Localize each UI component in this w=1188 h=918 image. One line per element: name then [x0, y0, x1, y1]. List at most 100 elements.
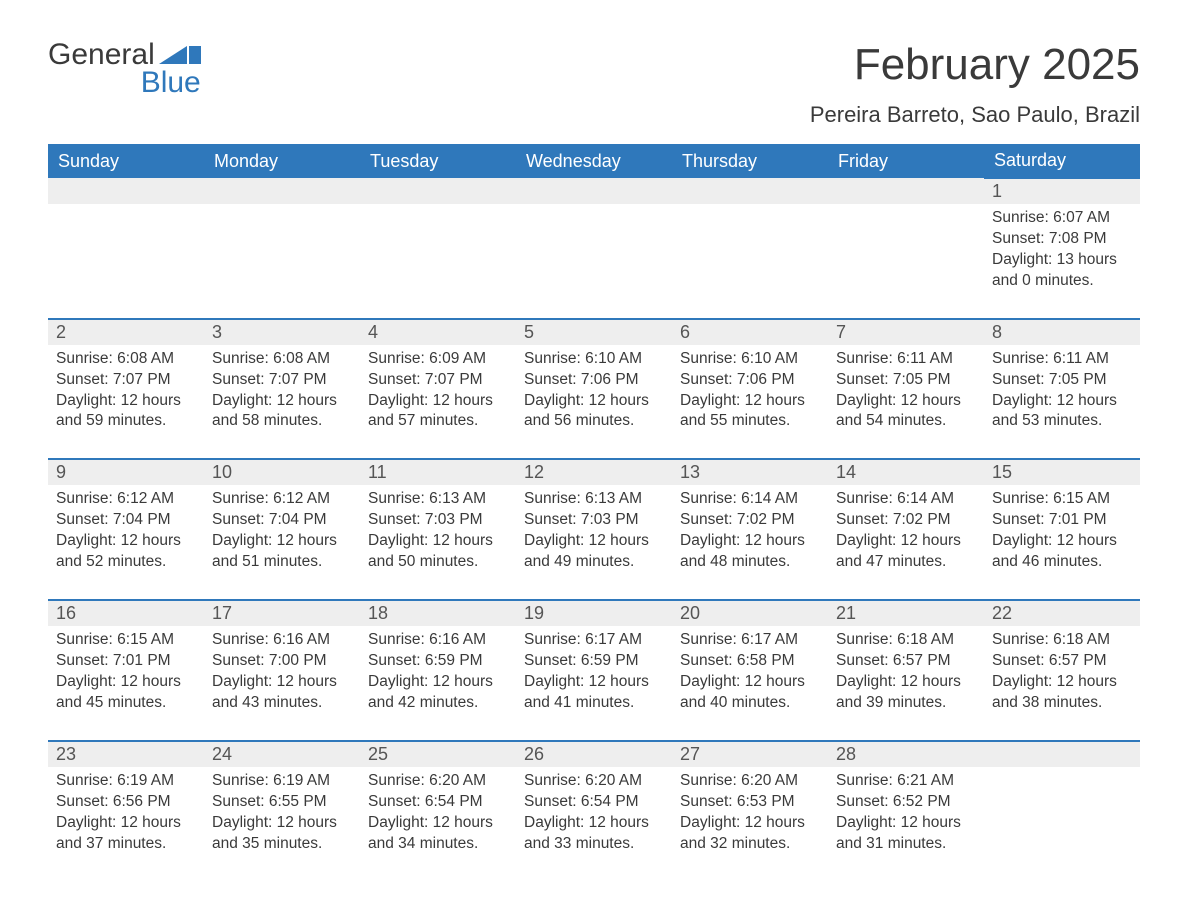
daylight-text: and 57 minutes.	[368, 411, 508, 432]
daylight-text: Daylight: 12 hours	[212, 531, 352, 552]
day-detail-cell: Sunrise: 6:21 AMSunset: 6:52 PMDaylight:…	[828, 767, 984, 865]
day-detail-cell	[48, 204, 204, 319]
day-detail-cell: Sunrise: 6:18 AMSunset: 6:57 PMDaylight:…	[984, 626, 1140, 741]
sunrise-text: Sunrise: 6:15 AM	[56, 630, 196, 651]
flag-icon	[159, 46, 201, 68]
day-detail-cell: Sunrise: 6:17 AMSunset: 6:58 PMDaylight:…	[672, 626, 828, 741]
daylight-text: and 49 minutes.	[524, 552, 664, 573]
daylight-text: Daylight: 12 hours	[992, 531, 1132, 552]
sunset-text: Sunset: 7:05 PM	[836, 370, 976, 391]
day-number-cell: 28	[828, 741, 984, 767]
daylight-text: and 54 minutes.	[836, 411, 976, 432]
day-number: 2	[56, 322, 66, 342]
day-number-cell	[828, 178, 984, 204]
day-number-row: 9101112131415	[48, 459, 1140, 485]
sunset-text: Sunset: 6:52 PM	[836, 792, 976, 813]
day-number-row: 1	[48, 178, 1140, 204]
day-number-cell: 14	[828, 459, 984, 485]
day-number: 10	[212, 462, 232, 482]
daylight-text: and 51 minutes.	[212, 552, 352, 573]
day-detail-cell: Sunrise: 6:17 AMSunset: 6:59 PMDaylight:…	[516, 626, 672, 741]
sunset-text: Sunset: 7:00 PM	[212, 651, 352, 672]
day-detail-row: Sunrise: 6:15 AMSunset: 7:01 PMDaylight:…	[48, 626, 1140, 741]
day-number-cell: 12	[516, 459, 672, 485]
weekday-header: Monday	[204, 144, 360, 178]
day-number: 8	[992, 322, 1002, 342]
daylight-text: and 45 minutes.	[56, 693, 196, 714]
daylight-text: and 56 minutes.	[524, 411, 664, 432]
day-number-cell: 27	[672, 741, 828, 767]
day-number: 1	[992, 181, 1002, 201]
day-detail-cell: Sunrise: 6:19 AMSunset: 6:56 PMDaylight:…	[48, 767, 204, 865]
day-number: 22	[992, 603, 1012, 623]
daylight-text: Daylight: 12 hours	[56, 531, 196, 552]
day-detail-cell: Sunrise: 6:08 AMSunset: 7:07 PMDaylight:…	[204, 345, 360, 460]
sunrise-text: Sunrise: 6:14 AM	[680, 489, 820, 510]
day-detail-cell: Sunrise: 6:12 AMSunset: 7:04 PMDaylight:…	[204, 485, 360, 600]
sunrise-text: Sunrise: 6:12 AM	[212, 489, 352, 510]
day-number: 26	[524, 744, 544, 764]
daylight-text: Daylight: 12 hours	[56, 391, 196, 412]
day-detail-cell: Sunrise: 6:09 AMSunset: 7:07 PMDaylight:…	[360, 345, 516, 460]
day-number: 20	[680, 603, 700, 623]
day-detail-cell: Sunrise: 6:14 AMSunset: 7:02 PMDaylight:…	[672, 485, 828, 600]
day-detail-cell: Sunrise: 6:15 AMSunset: 7:01 PMDaylight:…	[48, 626, 204, 741]
daylight-text: and 34 minutes.	[368, 834, 508, 855]
day-detail-cell: Sunrise: 6:19 AMSunset: 6:55 PMDaylight:…	[204, 767, 360, 865]
sunset-text: Sunset: 7:05 PM	[992, 370, 1132, 391]
sunrise-text: Sunrise: 6:11 AM	[836, 349, 976, 370]
sunrise-text: Sunrise: 6:18 AM	[836, 630, 976, 651]
day-detail-row: Sunrise: 6:19 AMSunset: 6:56 PMDaylight:…	[48, 767, 1140, 865]
daylight-text: and 41 minutes.	[524, 693, 664, 714]
day-detail-cell: Sunrise: 6:20 AMSunset: 6:54 PMDaylight:…	[360, 767, 516, 865]
sunrise-text: Sunrise: 6:17 AM	[680, 630, 820, 651]
day-number-cell: 1	[984, 178, 1140, 204]
day-detail-cell: Sunrise: 6:10 AMSunset: 7:06 PMDaylight:…	[672, 345, 828, 460]
day-number-cell: 25	[360, 741, 516, 767]
day-number: 15	[992, 462, 1012, 482]
day-number-cell: 22	[984, 600, 1140, 626]
daylight-text: and 47 minutes.	[836, 552, 976, 573]
daylight-text: Daylight: 12 hours	[56, 813, 196, 834]
daylight-text: Daylight: 12 hours	[836, 531, 976, 552]
day-number-cell: 4	[360, 319, 516, 345]
day-number-cell	[204, 178, 360, 204]
day-number-cell	[984, 741, 1140, 767]
weekday-header: Saturday	[984, 144, 1140, 178]
day-number: 18	[368, 603, 388, 623]
day-number-cell: 23	[48, 741, 204, 767]
daylight-text: and 50 minutes.	[368, 552, 508, 573]
day-number: 27	[680, 744, 700, 764]
day-number: 23	[56, 744, 76, 764]
sunrise-text: Sunrise: 6:13 AM	[368, 489, 508, 510]
sunrise-text: Sunrise: 6:08 AM	[56, 349, 196, 370]
weekday-header: Thursday	[672, 144, 828, 178]
day-detail-row: Sunrise: 6:12 AMSunset: 7:04 PMDaylight:…	[48, 485, 1140, 600]
daylight-text: Daylight: 12 hours	[680, 531, 820, 552]
daylight-text: Daylight: 12 hours	[56, 672, 196, 693]
logo-text1: General	[48, 40, 155, 70]
day-number: 4	[368, 322, 378, 342]
day-number: 11	[368, 462, 387, 482]
daylight-text: Daylight: 12 hours	[836, 813, 976, 834]
sunset-text: Sunset: 6:59 PM	[524, 651, 664, 672]
daylight-text: Daylight: 12 hours	[836, 672, 976, 693]
day-detail-row: Sunrise: 6:08 AMSunset: 7:07 PMDaylight:…	[48, 345, 1140, 460]
sunrise-text: Sunrise: 6:20 AM	[368, 771, 508, 792]
day-number: 28	[836, 744, 856, 764]
daylight-text: and 32 minutes.	[680, 834, 820, 855]
sunrise-text: Sunrise: 6:19 AM	[212, 771, 352, 792]
day-detail-cell	[672, 204, 828, 319]
day-number-cell: 10	[204, 459, 360, 485]
day-number-cell: 15	[984, 459, 1140, 485]
calendar-table: Sunday Monday Tuesday Wednesday Thursday…	[48, 144, 1140, 864]
sunrise-text: Sunrise: 6:18 AM	[992, 630, 1132, 651]
sunset-text: Sunset: 6:54 PM	[368, 792, 508, 813]
day-number: 19	[524, 603, 544, 623]
daylight-text: Daylight: 12 hours	[368, 813, 508, 834]
sunrise-text: Sunrise: 6:21 AM	[836, 771, 976, 792]
day-detail-cell: Sunrise: 6:07 AMSunset: 7:08 PMDaylight:…	[984, 204, 1140, 319]
day-detail-cell	[984, 767, 1140, 865]
day-number: 24	[212, 744, 232, 764]
daylight-text: Daylight: 12 hours	[212, 813, 352, 834]
